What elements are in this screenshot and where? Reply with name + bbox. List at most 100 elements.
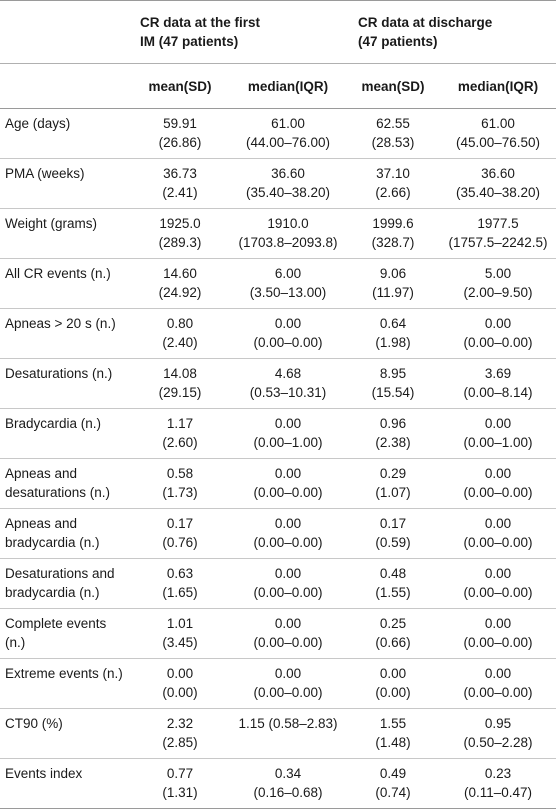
table-row: Apneas and bradycardia (n.) 0.17 (0.76) 0.00…	[0, 508, 556, 559]
cell-first-im-median-iqr: 0.34 (0.16–0.68)	[230, 759, 346, 809]
cell-dispersion: (2.38)	[375, 435, 411, 450]
cell-dispersion: (35.40–38.20)	[245, 185, 331, 200]
cell-first-im-median-iqr: 0.00 (0.00–1.00)	[230, 409, 346, 459]
cell-value: 0.49	[379, 766, 407, 781]
cell-value: 0.00	[484, 666, 512, 681]
table-row: CT90 (%) 2.32 (2.85) 1.15 (0.58–2.83) 1.55 (1…	[0, 708, 556, 759]
cell-discharge-median-iqr: 0.00 (0.00–0.00)	[440, 459, 556, 509]
cell-discharge-mean-sd: 9.06 (11.97)	[346, 259, 440, 309]
cell-value: 0.00	[166, 666, 194, 681]
cell-value: 0.23	[484, 766, 512, 781]
sub-header-row: mean(SD) median(IQR) mean(SD) median(IQR…	[0, 63, 556, 109]
cell-dispersion: (1.65)	[162, 585, 198, 600]
table-row: PMA (weeks) 36.73 (2.41) 36.60 (35.40–38.20)…	[0, 158, 556, 209]
cell-value: 0.34	[274, 766, 302, 781]
cell-dispersion: (0.00–0.00)	[253, 535, 323, 550]
cell-first-im-median-iqr: 4.68 (0.53–10.31)	[230, 359, 346, 409]
group-header-line: IM (47 patients)	[140, 34, 239, 49]
row-label-line: bradycardia (n.)	[5, 535, 100, 550]
cell-discharge-median-iqr: 0.95 (0.50–2.28)	[440, 709, 556, 759]
cell-discharge-mean-sd: 0.00 (0.00)	[346, 659, 440, 709]
cell-value: 0.80	[166, 316, 194, 331]
cell-dispersion: (24.92)	[158, 285, 202, 300]
row-label: Complete events (n.)	[0, 609, 130, 659]
cell-first-im-mean-sd: 0.58 (1.73)	[130, 459, 230, 509]
table-row: Events index 0.77 (1.31) 0.34 (0.16–0.68) 0.4…	[0, 758, 556, 809]
row-label: Apneas and bradycardia (n.)	[0, 509, 130, 559]
row-label-line: Complete events (n.)	[5, 616, 107, 650]
cell-dispersion: (289.3)	[158, 235, 202, 250]
group-header-line: CR data at discharge	[358, 15, 493, 30]
row-label-line: Desaturations (n.)	[5, 366, 113, 381]
cell-value: 0.00	[379, 666, 407, 681]
cell-value: 0.25	[379, 616, 407, 631]
cell-dispersion: (2.00–9.50)	[463, 285, 533, 300]
cell-value: 1977.5	[477, 216, 519, 231]
cell-first-im-median-iqr: 0.00 (0.00–0.00)	[230, 509, 346, 559]
cell-discharge-mean-sd: 1.55 (1.48)	[346, 709, 440, 759]
cell-first-im-mean-sd: 14.08 (29.15)	[130, 359, 230, 409]
cell-dispersion: (0.00–0.00)	[463, 485, 533, 500]
cell-value: 36.60	[271, 166, 305, 181]
table-row: Complete events (n.) 1.01 (3.45) 0.00 (0.00–…	[0, 608, 556, 659]
cell-dispersion: (0.00–1.00)	[253, 435, 323, 450]
cell-dispersion: (0.00–0.00)	[253, 685, 323, 700]
cell-value: 8.95	[379, 366, 407, 381]
cell-discharge-median-iqr: 0.00 (0.00–0.00)	[440, 559, 556, 609]
cell-dispersion: (1.55)	[375, 585, 411, 600]
cell-first-im-mean-sd: 59.91 (26.86)	[130, 109, 230, 159]
column-header-mean-sd: mean(SD)	[361, 78, 425, 94]
cell-dispersion: (0.16–0.68)	[253, 785, 323, 800]
cell-discharge-median-iqr: 0.00 (0.00–0.00)	[440, 509, 556, 559]
cell-dispersion: (0.11–0.47)	[463, 785, 533, 800]
cell-dispersion: (44.00–76.00)	[245, 135, 331, 150]
cell-first-im-mean-sd: 2.32 (2.85)	[130, 709, 230, 759]
column-header-mean-sd: mean(SD)	[148, 78, 212, 94]
row-label: Extreme events (n.)	[0, 659, 130, 709]
cell-first-im-mean-sd: 0.00 (0.00)	[130, 659, 230, 709]
cell-first-im-median-iqr: 36.60 (35.40–38.20)	[230, 159, 346, 209]
cell-discharge-mean-sd: 0.49 (0.74)	[346, 759, 440, 809]
cell-dispersion: (0.00–0.00)	[253, 485, 323, 500]
cell-value: 37.10	[376, 166, 410, 181]
row-label: Weight (grams)	[0, 209, 130, 259]
cell-dispersion: (3.50–13.00)	[249, 285, 327, 300]
cell-dispersion: (0.74)	[375, 785, 411, 800]
cell-dispersion: (2.41)	[162, 185, 198, 200]
cell-value: 5.00	[484, 266, 512, 281]
row-label: Apneas > 20 s (n.)	[0, 309, 130, 359]
cell-discharge-median-iqr: 0.23 (0.11–0.47)	[440, 759, 556, 809]
cell-value: 0.17	[166, 516, 194, 531]
cell-dispersion: (0.00)	[375, 685, 411, 700]
cell-dispersion: (1.98)	[375, 335, 411, 350]
cell-discharge-mean-sd: 0.25 (0.66)	[346, 609, 440, 659]
cell-dispersion: (1.07)	[375, 485, 411, 500]
cell-value: 0.00	[484, 466, 512, 481]
cell-dispersion: (0.00–0.00)	[463, 535, 533, 550]
cell-first-im-median-iqr: 0.00 (0.00–0.00)	[230, 559, 346, 609]
cell-dispersion: (3.45)	[162, 635, 198, 650]
cell-first-im-median-iqr: 0.00 (0.00–0.00)	[230, 609, 346, 659]
cell-dispersion: (0.00–0.00)	[253, 585, 323, 600]
cell-dispersion: (29.15)	[158, 385, 202, 400]
cell-value: 14.08	[163, 366, 197, 381]
cell-value: 0.00	[484, 616, 512, 631]
cell-value: 0.17	[379, 516, 407, 531]
cell-first-im-median-iqr: 0.00 (0.00–0.00)	[230, 309, 346, 359]
cell-value: 0.00	[484, 566, 512, 581]
cell-value: 0.64	[379, 316, 407, 331]
row-label-line: Apneas and	[5, 466, 78, 481]
cell-first-im-mean-sd: 0.63 (1.65)	[130, 559, 230, 609]
cell-value: 0.00	[274, 416, 302, 431]
cell-discharge-median-iqr: 0.00 (0.00–0.00)	[440, 609, 556, 659]
row-label-line: desaturations (n.)	[5, 485, 111, 500]
group-header-row: CR data at the first IM (47 patients) CR…	[0, 0, 556, 64]
corner-cell	[0, 64, 130, 109]
row-label-line: Bradycardia (n.)	[5, 416, 102, 431]
cell-value: 0.00	[484, 516, 512, 531]
cell-value: 1.17	[166, 416, 194, 431]
cell-value: 0.48	[379, 566, 407, 581]
cell-dispersion: (1.48)	[375, 735, 411, 750]
cell-value: 1.15 (0.58–2.83)	[238, 716, 338, 731]
table-row: Bradycardia (n.) 1.17 (2.60) 0.00 (0.00–1.00…	[0, 408, 556, 459]
